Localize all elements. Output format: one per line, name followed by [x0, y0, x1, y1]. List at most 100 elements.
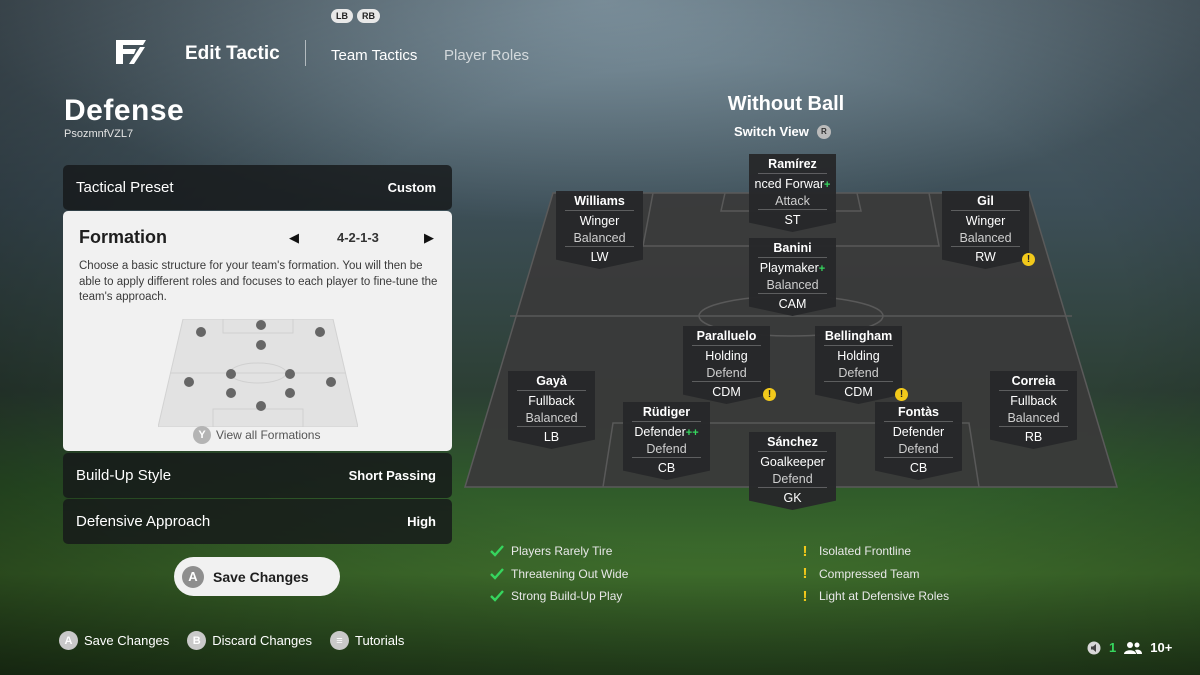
player-name: Williams [574, 194, 625, 208]
player-position: ST [784, 213, 801, 227]
footer-tutorials-label: Tutorials [355, 633, 405, 648]
header-divider [305, 40, 306, 66]
player-card-cam[interactable]: Banini Playmaker+ Balanced CAM [749, 238, 836, 316]
player-focus: Balanced [525, 411, 578, 425]
player-position: CB [657, 461, 676, 475]
lb-bumper[interactable]: LB [331, 9, 353, 23]
formation-card[interactable]: Formation ◀ 4-2-1-3 ▶ Choose a basic str… [63, 211, 452, 451]
player-name: Gayà [536, 374, 567, 388]
switch-view-label: Switch View [734, 124, 809, 139]
player-name: Rüdiger [642, 405, 691, 419]
footer-discard-label: Discard Changes [212, 633, 312, 648]
feedback-item: ! Isolated Frontline [798, 540, 949, 563]
player-position: LB [543, 430, 560, 444]
player-name: Gil [977, 194, 994, 208]
player-role: Goalkeeper [760, 455, 825, 469]
exclamation-icon: ! [802, 542, 808, 560]
player-card-lw[interactable]: Williams Winger Balanced LW [556, 191, 643, 269]
check-icon [490, 567, 504, 580]
plus-icon: + [818, 263, 826, 275]
player-card-lb[interactable]: Gayà Fullback Balanced LB [508, 371, 595, 449]
a-button-icon: A [182, 565, 204, 588]
defensive-approach-value: High [407, 514, 436, 529]
player-card-gk[interactable]: Sánchez Goalkeeper Defend GK [749, 432, 836, 510]
player-name: Bellingham [824, 329, 893, 343]
player-focus: Balanced [573, 231, 626, 245]
player-role: Playmaker+ [759, 261, 826, 275]
formation-title: Formation [79, 227, 167, 247]
formation-next-arrow[interactable]: ▶ [424, 230, 434, 245]
feedback-item: ! Compressed Team [798, 563, 949, 586]
player-role: Defender [892, 425, 945, 439]
view-all-formations[interactable]: Y View all Formations [193, 426, 320, 444]
warning-icon: ! [763, 388, 776, 401]
feedback-text: Isolated Frontline [819, 544, 912, 559]
positive-feedback-list: Players Rarely Tire Threatening Out Wide… [490, 540, 628, 608]
footer-save-label: Save Changes [84, 633, 170, 648]
build-up-style-row[interactable]: Build-Up Style Short Passing [63, 453, 452, 498]
formation-value: 4-2-1-3 [337, 230, 379, 245]
r-stick-icon: R [816, 124, 831, 139]
player-role: Defender++ [634, 425, 699, 439]
b-button-icon: B [187, 631, 207, 650]
player-focus: Defend [706, 366, 747, 380]
switch-view-button[interactable]: Switch View R [734, 124, 831, 139]
player-card-cdm-right[interactable]: Bellingham Holding Defend CDM [815, 326, 902, 404]
save-changes-button[interactable]: A Save Changes [174, 557, 340, 596]
tactical-preset-label: Tactical Preset [76, 179, 174, 196]
exclamation-icon: ! [802, 587, 808, 605]
feedback-text: Players Rarely Tire [511, 544, 613, 559]
player-focus: Balanced [1007, 411, 1060, 425]
player-card-st[interactable]: Ramírez nced Forwar+ Attack ST [749, 154, 836, 232]
player-role: nced Forwar+ [754, 177, 831, 191]
feedback-item: Strong Build-Up Play [490, 585, 628, 608]
footer-save[interactable]: A Save Changes [59, 631, 169, 650]
feedback-text: Strong Build-Up Play [511, 589, 623, 604]
player-name: Correia [1011, 374, 1056, 388]
check-icon [490, 590, 504, 602]
check-icon [490, 545, 504, 557]
feedback-text: Light at Defensive Roles [819, 589, 950, 604]
player-name: Ramírez [768, 157, 817, 171]
view-all-label: View all Formations [216, 428, 321, 442]
section-title: Defense [64, 94, 185, 127]
rb-bumper[interactable]: RB [357, 9, 380, 23]
defensive-approach-row[interactable]: Defensive Approach High [63, 499, 452, 544]
player-focus: Attack [775, 194, 810, 208]
player-position: CDM [712, 385, 741, 399]
player-focus: Defend [646, 442, 687, 456]
player-role: Winger [579, 214, 620, 228]
footer-tutorials[interactable]: ≡ Tutorials [330, 631, 404, 650]
player-focus: Defend [772, 472, 813, 486]
footer-discard[interactable]: B Discard Changes [187, 631, 312, 650]
tab-player-roles[interactable]: Player Roles [444, 47, 530, 64]
tab-team-tactics[interactable]: Team Tactics [331, 47, 418, 64]
player-role: Fullback [528, 394, 575, 408]
player-card-cdm-left[interactable]: Paralluelo Holding Defend CDM [683, 326, 770, 404]
player-card-cb-left[interactable]: Rüdiger Defender++ Defend CB [623, 402, 710, 480]
game-logo [116, 40, 146, 64]
footer-controls: A Save Changes B Discard Changes ≡ Tutor… [59, 631, 404, 650]
player-position: RW [975, 250, 996, 264]
plus-icon: + [824, 179, 831, 191]
plus-icon: ++ [685, 427, 699, 439]
player-role: Holding [705, 349, 748, 363]
player-card-rb[interactable]: Correia Fullback Balanced RB [990, 371, 1077, 449]
formation-preview [158, 319, 358, 427]
player-card-cb-right[interactable]: Fontàs Defender Defend CB [875, 402, 962, 480]
formation-prev-arrow[interactable]: ◀ [289, 230, 299, 245]
player-position: CDM [844, 385, 873, 399]
feedback-item: ! Light at Defensive Roles [798, 585, 950, 608]
voice-count: 1 [1109, 640, 1117, 655]
warning-icon: ! [895, 388, 908, 401]
players-count: 10+ [1150, 640, 1173, 655]
player-role: Fullback [1010, 394, 1057, 408]
tactical-preset-value: Custom [387, 180, 436, 195]
player-role: Holding [837, 349, 880, 363]
save-changes-label: Save Changes [213, 568, 309, 585]
tactical-preset-row[interactable]: Tactical Preset Custom [63, 165, 452, 210]
player-role: Winger [965, 214, 1006, 228]
player-card-rw[interactable]: Gil Winger Balanced RW [942, 191, 1029, 269]
player-focus: Balanced [959, 231, 1012, 245]
player-name: Paralluelo [696, 329, 757, 343]
